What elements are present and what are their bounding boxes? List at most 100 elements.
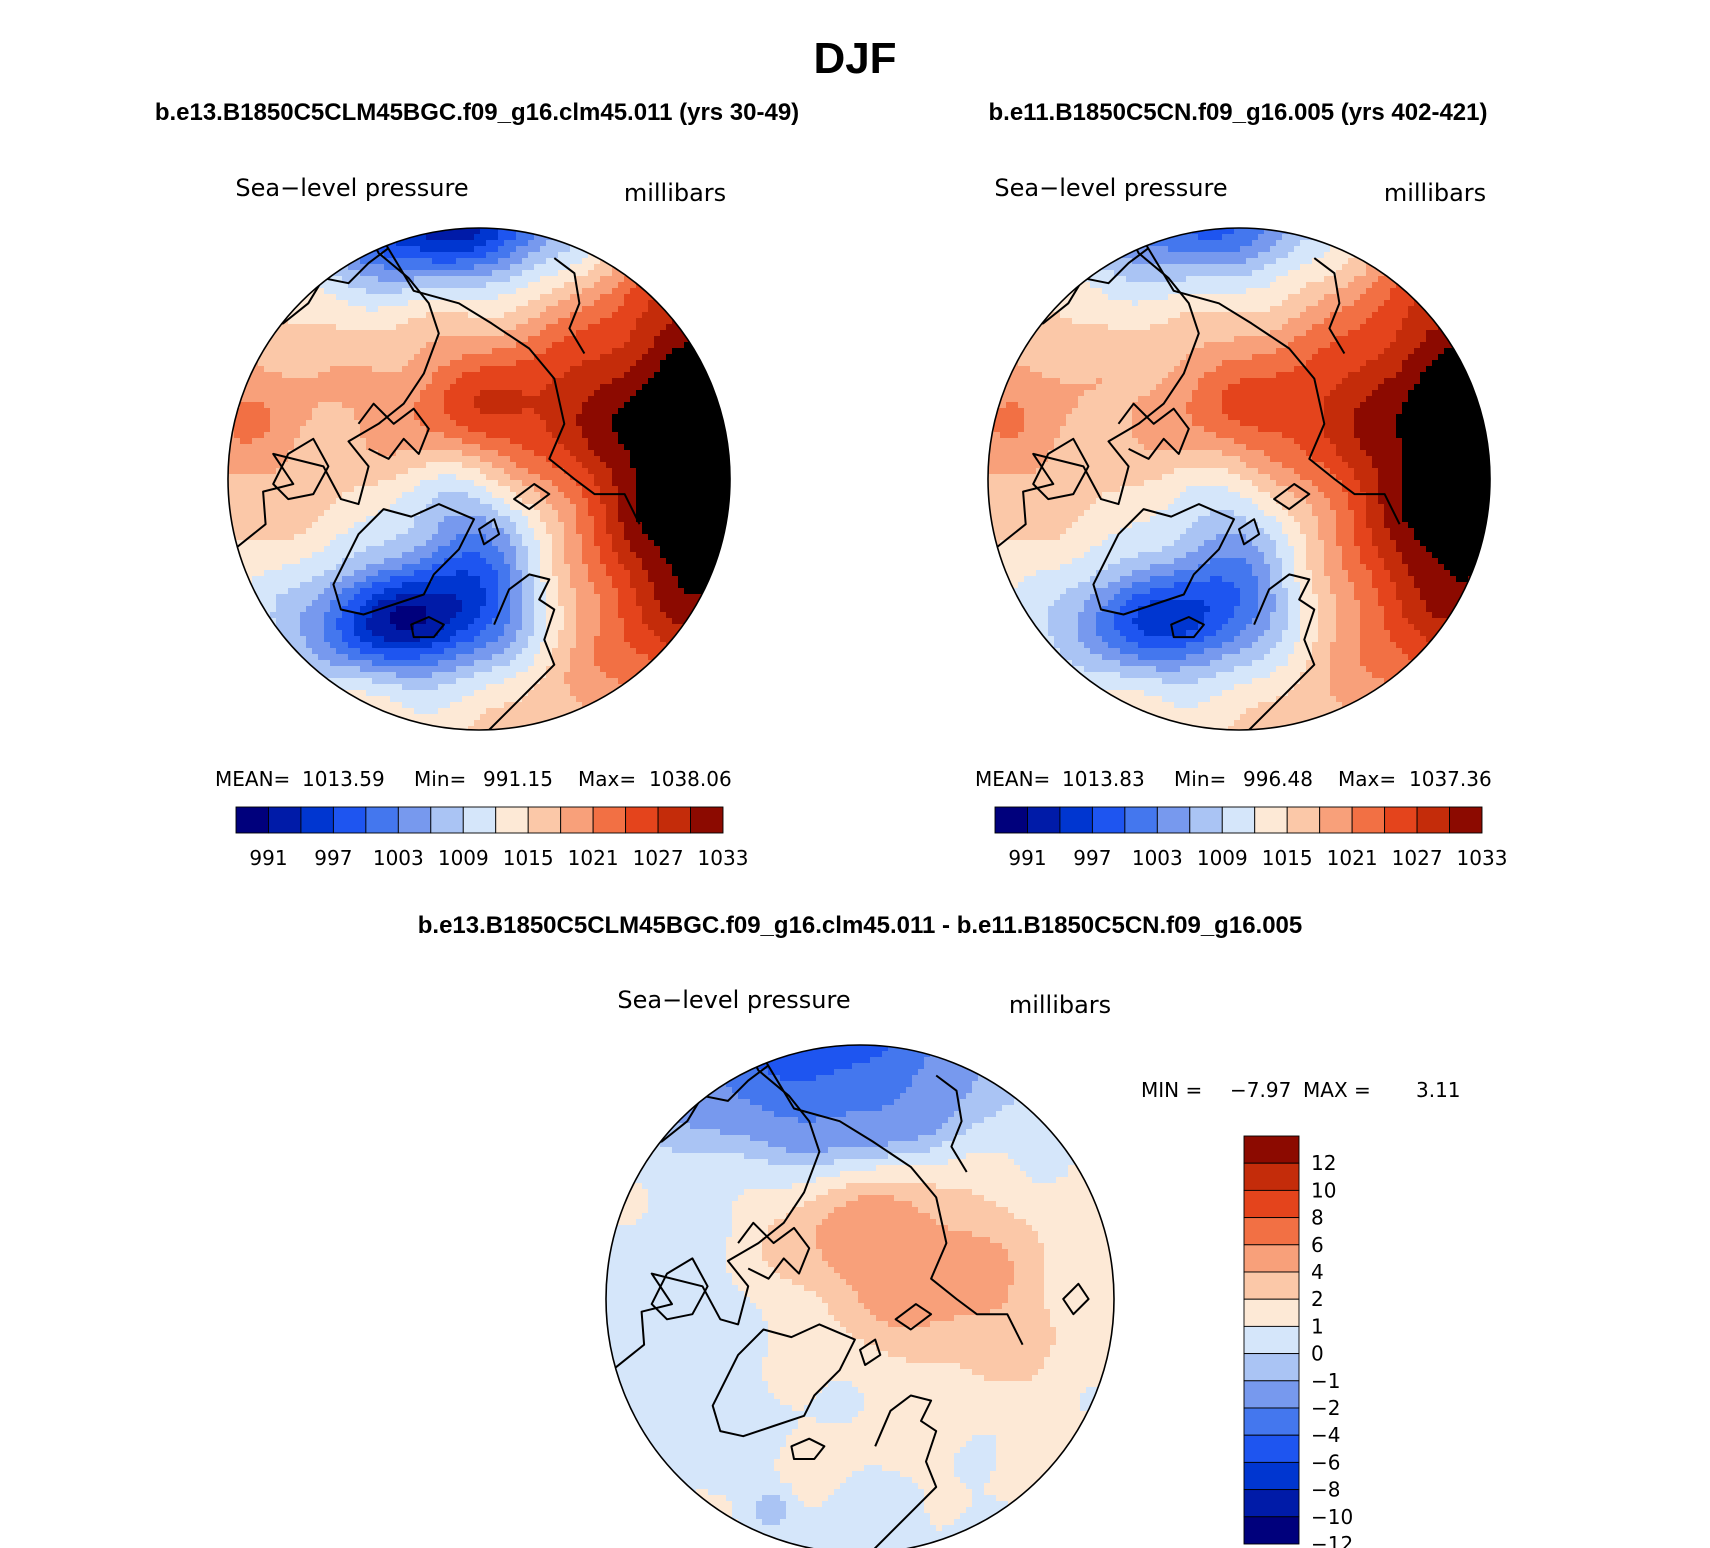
contour-cell (1366, 360, 1403, 367)
contour-cell (660, 1141, 769, 1148)
contour-cell (1210, 576, 1223, 583)
contour-cell (588, 324, 637, 331)
contour-cell (534, 408, 583, 415)
contour-cell (324, 630, 343, 637)
contour-cell (474, 246, 499, 253)
contour-cell (1008, 1291, 1045, 1298)
contour-cell (570, 690, 643, 697)
contour-cell (306, 642, 331, 649)
contour-cell (630, 366, 661, 373)
contour-cell (1222, 690, 1289, 697)
colorbar-tick-label: 1033 (698, 846, 749, 870)
contour-cell (294, 534, 337, 541)
contour-cell (606, 1303, 757, 1310)
contour-cell (378, 480, 421, 487)
contour-cell (1312, 258, 1349, 265)
contour-cell (1336, 450, 1367, 457)
contour-cell (228, 456, 289, 463)
contour-cell (510, 594, 523, 601)
contour-cell (966, 1483, 985, 1490)
contour-cell (1330, 504, 1349, 511)
contour-cell (462, 354, 535, 361)
contour-cell (816, 1225, 949, 1232)
contour-cell (942, 1123, 973, 1130)
contour-cell (612, 468, 637, 475)
contour-cell (1090, 594, 1115, 601)
contour-cell (1252, 564, 1271, 571)
contour-cell (510, 438, 559, 445)
contour-cell (1336, 516, 1355, 523)
contour-cell (480, 408, 523, 415)
contour-cell (1288, 690, 1331, 697)
contour-cell (576, 480, 595, 487)
contour-cell (462, 438, 511, 445)
contour-cell (558, 576, 571, 583)
contour-cell (1330, 672, 1373, 679)
contour-cell (516, 246, 541, 253)
coast-hudson-bay (272, 437, 330, 501)
colorbar-swatch (690, 806, 724, 834)
contour-cell (1132, 258, 1247, 265)
contour-cell (384, 558, 421, 565)
contour-cell (1210, 696, 1277, 703)
contour-cell (606, 1243, 727, 1250)
contour-cell (738, 1195, 817, 1202)
contour-cell (1246, 516, 1277, 523)
contour-cell (606, 1261, 727, 1268)
contour-cell (816, 1195, 859, 1202)
contour-cell (1294, 546, 1307, 553)
contour-cell (402, 552, 433, 559)
contour-cell (1402, 438, 1490, 445)
contour-cell (774, 1459, 955, 1466)
contour-cell (474, 618, 493, 625)
contour-cell (1102, 264, 1265, 271)
contour-cell (486, 708, 589, 715)
contour-cell (1372, 456, 1403, 463)
contour-cell (504, 648, 523, 655)
contour-cell (510, 642, 529, 649)
contour-cell (988, 378, 1061, 385)
contour-cell (1282, 576, 1295, 583)
contour-cell (1420, 594, 1490, 601)
contour-cell (594, 540, 613, 547)
contour-cell (1072, 558, 1121, 565)
coast-siberia (1142, 240, 1401, 525)
contour-cell (510, 612, 523, 619)
contour-cell (474, 264, 511, 271)
contour-cell (606, 1267, 727, 1274)
contour-cell (594, 648, 637, 655)
contour-cell (1282, 636, 1301, 643)
contour-cell (1336, 618, 1361, 625)
contour-cell (1090, 282, 1271, 289)
contour-cell (660, 546, 730, 553)
contour-cell (1258, 234, 1283, 241)
contour-cell (366, 624, 397, 631)
contour-cell (906, 1357, 1045, 1364)
contour-cell (606, 1255, 727, 1262)
contour-cell (1360, 654, 1409, 661)
contour-cell (1306, 666, 1331, 673)
contour-cell (1198, 516, 1247, 523)
contour-cell (1360, 636, 1391, 643)
contour-cell (534, 612, 547, 619)
contour-cell (1354, 522, 1367, 529)
contour-cell (1300, 600, 1319, 607)
contour-cell (732, 1525, 937, 1532)
contour-cell (988, 444, 1055, 451)
contour-cell (606, 1201, 649, 1208)
contour-cell (618, 588, 637, 595)
contour-cell (1336, 594, 1355, 601)
contour-cell (498, 546, 517, 553)
contour-cell (1090, 648, 1121, 655)
contour-cell (988, 522, 1073, 529)
contour-cell (246, 588, 289, 595)
contour-cell (816, 1291, 859, 1298)
contour-cell (228, 546, 325, 553)
contour-cell (1044, 1249, 1114, 1256)
contour-cell (408, 528, 439, 535)
contour-cell (1390, 576, 1415, 583)
contour-cell (1186, 354, 1253, 361)
contour-cell (708, 1489, 793, 1496)
contour-cell (1014, 1273, 1045, 1280)
contour-cell (432, 534, 457, 541)
